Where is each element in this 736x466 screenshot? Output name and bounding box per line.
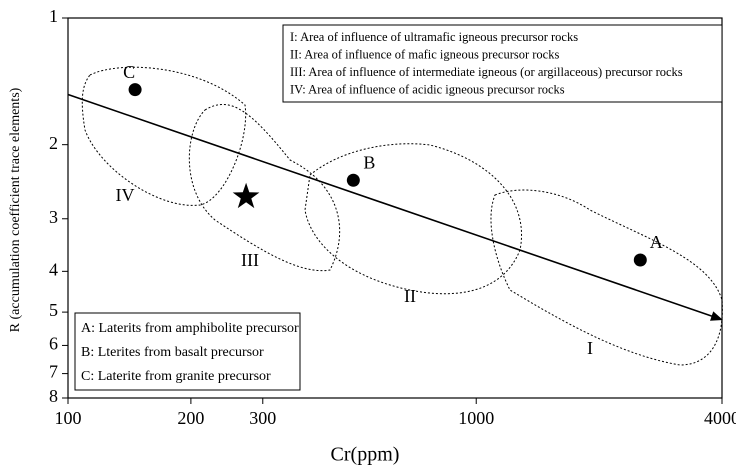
region-label: III [241,250,259,270]
region-legend-box [282,24,723,103]
region-outline [490,189,723,366]
y-axis-label: R (accumulation coefficient trace elemen… [8,87,23,332]
plot-frame [67,17,723,399]
region-label: II [404,286,416,306]
sample-point [128,83,142,97]
legend-entry: A: Laterits from amphibolite precursor [81,321,299,336]
sample-point [633,253,647,267]
x-tick-label: 1000 [458,408,494,428]
region-outline [188,104,341,272]
point-label: A [650,232,663,252]
legend-entry: I: Area of influence of ultramafic igneo… [290,30,578,44]
y-tick-label: 6 [49,334,58,354]
sample-point [346,173,360,187]
y-tick-label: 8 [49,386,58,406]
y-tick-label: 7 [49,362,58,382]
x-tick-label: 4000 [704,408,736,428]
x-tick-label: 300 [249,408,276,428]
y-tick-label: 4 [49,259,58,279]
point-label: B [363,152,375,172]
x-axis-label: Cr(ppm) [331,444,400,466]
trend-arrow [67,93,723,321]
y-tick-label: 5 [49,300,58,320]
legend-entry: III: Area of influence of intermediate i… [290,65,683,79]
y-tick-label: 1 [49,6,58,26]
region-outline [81,66,247,206]
legend-entry: B: Lterites from basalt precursor [81,345,264,360]
region-label: IV [116,185,135,205]
point-label: C [123,62,135,82]
legend-entry: II: Area of influence of mafic igneous p… [290,47,559,61]
legend-entry: C: Laterite from granite precursor [81,369,271,384]
star-point [232,182,260,209]
x-tick-label: 100 [55,408,82,428]
sample-legend-box [74,312,301,391]
x-tick-label: 200 [177,408,204,428]
y-tick-label: 3 [49,207,58,227]
region-label: I [587,338,593,358]
region-outline [304,143,522,295]
y-tick-label: 2 [49,133,58,153]
legend-entry: IV: Area of influence of acidic igneous … [290,82,565,96]
